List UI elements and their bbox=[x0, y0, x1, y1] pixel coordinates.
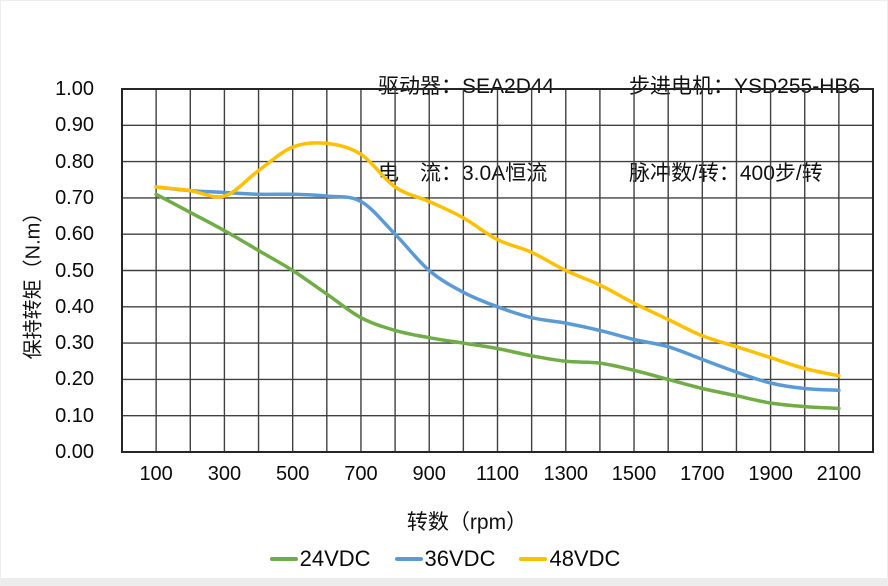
y-tick-label: 0.70 bbox=[55, 186, 94, 209]
legend-label-48vdc: 48VDC bbox=[549, 546, 621, 571]
curve-36vdc bbox=[154, 185, 841, 393]
current-rating-text: 电 流：3.0A恒流 bbox=[378, 162, 548, 185]
x-tick-label: 1700 bbox=[680, 463, 725, 485]
y-tick-label: 0.80 bbox=[55, 150, 94, 173]
y-tick-label: 0.60 bbox=[55, 223, 94, 246]
legend-label-36vdc: 36VDC bbox=[424, 546, 496, 571]
pulses-per-rev-text: 脉冲数/转：400步/转 bbox=[629, 162, 823, 185]
legend-line-swatch-48vdc bbox=[519, 557, 548, 561]
bottom-border-strip bbox=[1, 578, 887, 585]
curve-24vdc bbox=[154, 192, 841, 411]
x-tick-label: 1100 bbox=[475, 463, 519, 485]
x-tick-label: 500 bbox=[275, 463, 310, 485]
curve-48vdc bbox=[154, 141, 841, 378]
legend-label-24vdc: 24VDC bbox=[299, 546, 371, 571]
y-tick-label: 0.90 bbox=[55, 114, 94, 137]
x-tick-label: 1500 bbox=[611, 463, 657, 485]
header-motor-info: 步进电机：YSD255-HB6 脉冲数/转：400步/转 bbox=[629, 14, 860, 246]
header-driver-info: 驱动器：SEA2D44 电 流：3.0A恒流 bbox=[378, 14, 554, 246]
x-tick-label: 100 bbox=[139, 463, 173, 485]
x-tick-label: 700 bbox=[344, 463, 378, 485]
x-tick-label: 1900 bbox=[748, 463, 793, 485]
legend-line-swatch-24vdc bbox=[269, 557, 298, 561]
x-tick-label: 900 bbox=[412, 463, 446, 485]
y-tick-label: 0.10 bbox=[55, 404, 94, 427]
motor-model-text: 步进电机：YSD255-HB6 bbox=[629, 75, 861, 98]
x-tick-label: 1300 bbox=[543, 463, 589, 485]
y-tick-label: 0.40 bbox=[55, 295, 94, 318]
legend-line-swatch-36vdc bbox=[394, 557, 423, 561]
driver-model-text: 驱动器：SEA2D44 bbox=[378, 75, 555, 98]
y-tick-label: 0.30 bbox=[55, 332, 94, 355]
y-tick-label: 0.20 bbox=[55, 368, 94, 391]
x-tick-label: 2100 bbox=[816, 463, 862, 485]
chart-legend: 24VDC 36VDC 48VDC bbox=[1, 546, 887, 572]
y-tick-label: 0.50 bbox=[55, 259, 94, 282]
legend-item-48vdc: 48VDC bbox=[519, 546, 620, 572]
legend-item-36vdc: 36VDC bbox=[394, 546, 496, 572]
y-tick-label: 0.00 bbox=[55, 441, 94, 463]
plot-border bbox=[121, 88, 874, 453]
legend-item-24vdc: 24VDC bbox=[269, 546, 371, 572]
x-axis-title: 转数（rpm） bbox=[406, 511, 528, 534]
x-tick-label: 300 bbox=[207, 463, 242, 485]
y-tick-label: 1.00 bbox=[55, 78, 94, 100]
y-axis-title: 保持转矩（N.m） bbox=[22, 202, 45, 360]
